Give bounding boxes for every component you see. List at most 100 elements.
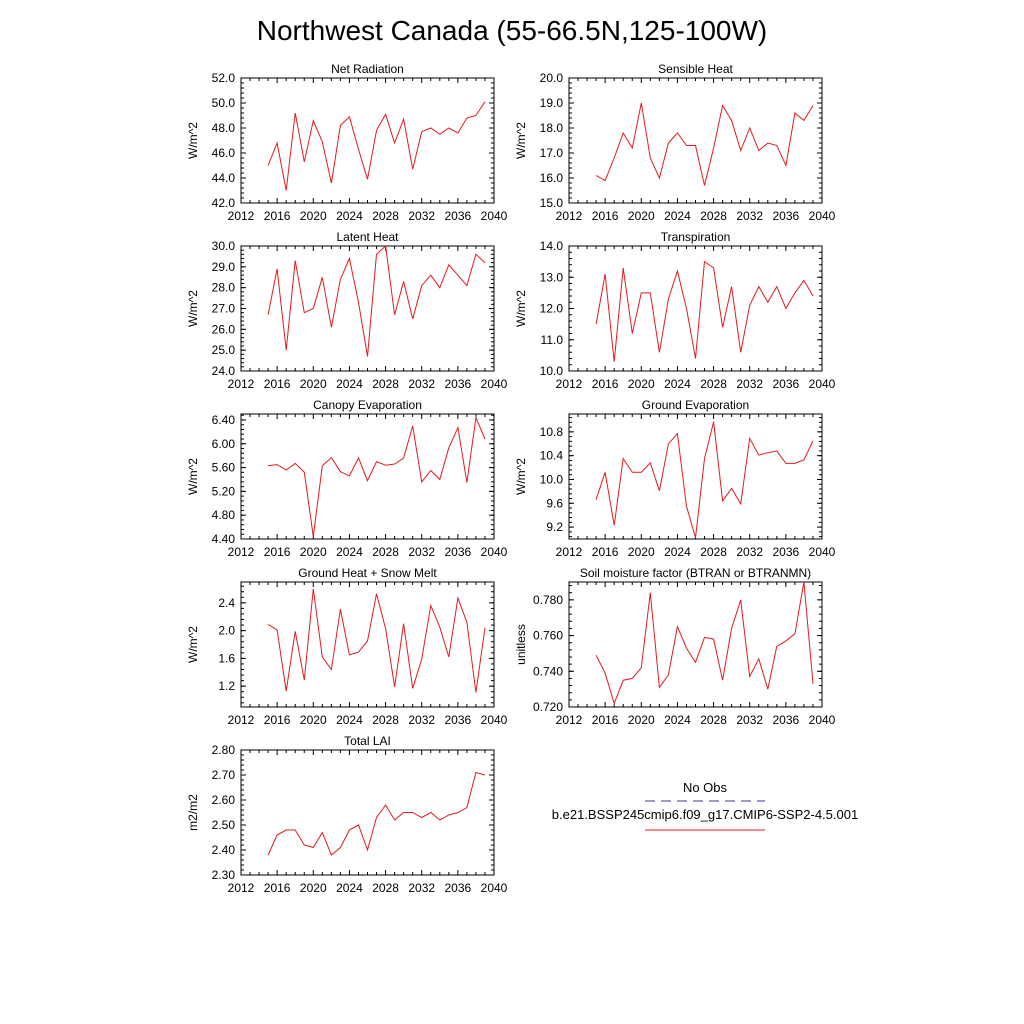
x-tick-label: 2036 (445, 209, 472, 223)
x-tick-label: 2040 (481, 545, 508, 559)
y-tick-label: 19.0 (540, 96, 564, 110)
chart-title: Transpiration (661, 230, 731, 244)
x-tick-label: 2040 (809, 377, 836, 391)
chart-soil-moisture-factor-btran-or-btranmn: Soil moisture factor (BTRAN or BTRANMN) u… (514, 566, 836, 727)
plot-frame (568, 245, 823, 372)
y-tick-label: 25.0 (212, 343, 236, 357)
y-axis-label: W/m^2 (186, 122, 200, 159)
chart-title: Net Radiation (331, 62, 404, 76)
y-tick-label: 2.80 (212, 743, 236, 757)
chart-latent-heat: Latent Heat W/m^2 2012 2016 2020 2024 2028 2032… (186, 230, 508, 391)
x-tick-label: 2024 (336, 209, 363, 223)
x-tick-label: 2028 (372, 545, 399, 559)
y-axis-label: W/m^2 (186, 458, 200, 495)
x-tick-label: 2032 (408, 377, 435, 391)
x-tick-label: 2016 (592, 545, 619, 559)
x-tick-label: 2012 (228, 545, 255, 559)
x-tick-label: 2024 (664, 545, 691, 559)
y-tick-label: 0.780 (533, 593, 563, 607)
y-tick-label: 6.00 (212, 437, 236, 451)
x-tick-label: 2016 (264, 377, 291, 391)
y-tick-label: 20.0 (540, 71, 564, 85)
page-title: Northwest Canada (55-66.5N,125-100W) (257, 15, 767, 46)
chart-ground-heat-snow-melt: Ground Heat + Snow Melt W/m^2 2012 2016 2020… (186, 566, 508, 727)
y-tick-label: 2.70 (212, 768, 236, 782)
y-tick-label: 1.2 (218, 679, 235, 693)
series-line (595, 421, 814, 538)
x-tick-label: 2040 (481, 881, 508, 895)
y-tick-label: 0.720 (533, 700, 563, 714)
x-tick-label: 2040 (481, 713, 508, 727)
x-tick-label: 2028 (372, 209, 399, 223)
x-tick-label: 2016 (264, 713, 291, 727)
chart-panels: Net Radiation W/m^2 2012 2016 2020 2024 2028 20… (186, 62, 836, 895)
legend-obs-label: No Obs (683, 780, 728, 795)
y-tick-label: 29.0 (212, 260, 236, 274)
x-tick-label: 2024 (336, 545, 363, 559)
x-tick-label: 2032 (736, 713, 763, 727)
x-tick-label: 2032 (736, 545, 763, 559)
x-tick-label: 2032 (408, 713, 435, 727)
x-tick-label: 2016 (592, 713, 619, 727)
y-tick-label: 16.0 (540, 171, 564, 185)
chart-title: Latent Heat (336, 230, 399, 244)
series-line (595, 260, 814, 362)
chart-title: Soil moisture factor (BTRAN or BTRANMN) (580, 566, 811, 580)
x-tick-label: 2012 (228, 881, 255, 895)
chart-sensible-heat: Sensible Heat W/m^2 2012 2016 2020 2024 2028 20… (514, 62, 836, 223)
x-tick-label: 2028 (700, 209, 727, 223)
x-tick-label: 2012 (556, 377, 583, 391)
chart-title: Canopy Evaporation (313, 398, 422, 412)
y-axis-label: W/m^2 (514, 290, 528, 327)
x-tick-label: 2032 (408, 209, 435, 223)
y-tick-label: 46.0 (212, 146, 236, 160)
series-line (267, 588, 486, 693)
y-tick-label: 0.760 (533, 629, 563, 643)
y-tick-label: 4.40 (212, 532, 236, 546)
y-axis-label: W/m^2 (514, 458, 528, 495)
x-tick-label: 2020 (300, 713, 327, 727)
y-tick-label: 5.20 (212, 484, 236, 498)
series-line (268, 415, 486, 537)
y-tick-label: 2.30 (212, 868, 236, 882)
y-tick-label: 12.0 (540, 302, 564, 316)
chart-transpiration: Transpiration W/m^2 2012 2016 2020 2024 2028 20… (514, 230, 836, 391)
x-tick-label: 2028 (372, 377, 399, 391)
x-tick-label: 2020 (628, 713, 655, 727)
x-tick-label: 2036 (773, 377, 800, 391)
y-tick-label: 14.0 (540, 239, 564, 253)
x-tick-label: 2036 (445, 377, 472, 391)
chart-total-lai: Total LAI m2/m2 2012 2016 2020 2024 2028 2032 20… (186, 734, 508, 895)
y-axis-label: W/m^2 (186, 290, 200, 327)
y-axis-label: unitless (514, 624, 528, 665)
chart-title: Ground Heat + Snow Melt (298, 566, 437, 580)
series-line (595, 581, 814, 705)
x-tick-label: 2036 (445, 545, 472, 559)
x-tick-label: 2012 (228, 209, 255, 223)
y-tick-label: 0.740 (533, 664, 563, 678)
y-tick-label: 9.6 (546, 496, 563, 510)
y-tick-label: 50.0 (212, 96, 236, 110)
y-tick-label: 4.80 (212, 508, 236, 522)
plot-frame (568, 413, 823, 540)
x-tick-label: 2024 (664, 377, 691, 391)
y-tick-label: 10.8 (540, 425, 564, 439)
x-tick-label: 2012 (556, 545, 583, 559)
x-tick-label: 2032 (736, 209, 763, 223)
plot-frame (568, 581, 823, 708)
y-axis-label: m2/m2 (186, 794, 200, 831)
y-tick-label: 15.0 (540, 196, 564, 210)
y-tick-label: 18.0 (540, 121, 564, 135)
x-tick-label: 2016 (264, 545, 291, 559)
y-tick-label: 2.4 (218, 596, 235, 610)
y-tick-label: 2.50 (212, 818, 236, 832)
x-tick-label: 2036 (773, 545, 800, 559)
x-tick-label: 2032 (408, 545, 435, 559)
x-tick-label: 2036 (773, 713, 800, 727)
chart-title: Sensible Heat (658, 62, 733, 76)
x-tick-label: 2012 (228, 377, 255, 391)
x-tick-label: 2012 (228, 713, 255, 727)
x-tick-label: 2040 (481, 377, 508, 391)
x-tick-label: 2016 (264, 881, 291, 895)
